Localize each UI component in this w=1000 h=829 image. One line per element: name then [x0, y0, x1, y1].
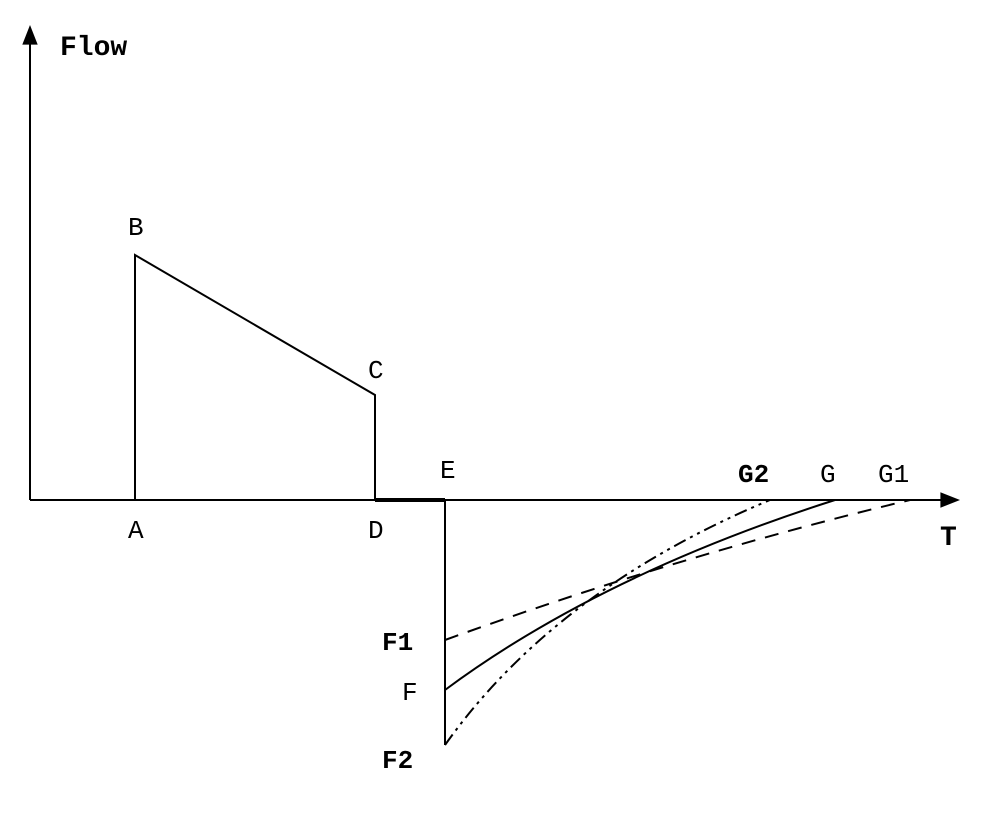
y-axis-label: Flow [60, 33, 127, 64]
label-a: A [128, 516, 144, 546]
label-g: G [820, 460, 836, 490]
label-f1: F1 [382, 628, 413, 658]
label-b: B [128, 213, 144, 243]
flow-polyline-abcd [135, 255, 375, 500]
x-axis-arrow [940, 492, 960, 507]
label-f2: F2 [382, 746, 413, 776]
curve-f [445, 500, 835, 690]
y-axis-arrow [22, 25, 37, 45]
label-d: D [368, 516, 384, 546]
label-g1: G1 [878, 460, 909, 490]
label-f: F [402, 678, 418, 708]
flow-diagram: Flow T A B C D E F F1 F2 G G1 G2 [0, 0, 1000, 829]
curve-f1 [445, 500, 910, 640]
x-axis-label: T [940, 523, 957, 554]
label-g2: G2 [738, 460, 769, 490]
label-e: E [440, 456, 456, 486]
label-c: C [368, 356, 384, 386]
